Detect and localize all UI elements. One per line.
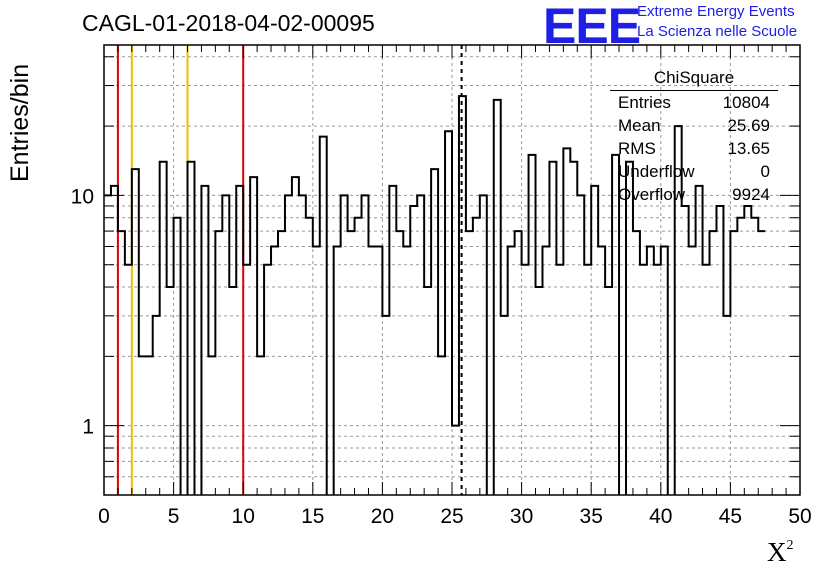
histogram-series (104, 95, 766, 495)
y-axis-label: Entries/bin (6, 63, 34, 182)
logo-text-line1: Extreme Energy Events (637, 3, 795, 20)
x-tick-label: 50 (788, 505, 811, 528)
stats-row: Entries 10804 (610, 91, 778, 114)
logo-text-line2: La Scienza nelle Scuole (637, 23, 798, 40)
stats-label: Mean (618, 116, 661, 135)
x-tick-label: 0 (98, 505, 110, 528)
x-tick-label: 20 (371, 505, 394, 528)
stats-row: RMS 13.65 (610, 137, 778, 160)
x-tick-label: 35 (580, 505, 603, 528)
stats-box: ChiSquare Entries 10804 Mean 25.69 RMS 13.6… (610, 66, 778, 206)
stats-value: 10804 (722, 93, 770, 112)
y-tick-label: 10 (71, 185, 94, 208)
stats-label: Entries (618, 93, 671, 112)
stats-row: Underflow 0 (610, 160, 778, 183)
y-tick-label: 1 (82, 416, 94, 439)
stats-value: 9924 (732, 185, 770, 204)
stats-row: Mean 25.69 (610, 114, 778, 137)
x-tick-label: 15 (301, 505, 324, 528)
stats-label: Underflow (618, 162, 695, 181)
x-tick-label: 10 (232, 505, 255, 528)
x-tick-label: 30 (510, 505, 533, 528)
x-tick-label: 5 (168, 505, 180, 528)
x-tick-label: 45 (719, 505, 742, 528)
stats-label: RMS (618, 139, 656, 158)
stats-value: 0 (760, 162, 770, 181)
stats-title: ChiSquare (610, 66, 778, 91)
x-tick-label: 25 (440, 505, 463, 528)
x-axis-label-superscript: 2 (786, 538, 794, 553)
x-axis-label-base: X (767, 537, 787, 567)
stats-row: Overflow 9924 (610, 183, 778, 206)
stats-label: Overflow (618, 185, 686, 204)
eee-logo: EEE (543, 0, 641, 54)
stats-value: 25.69 (727, 116, 770, 135)
x-tick-label: 40 (649, 505, 672, 528)
x-axis-label: X2 (767, 537, 794, 568)
chart-title: CAGL-01-2018-04-02-00095 (82, 10, 375, 36)
stats-value: 13.65 (727, 139, 770, 158)
